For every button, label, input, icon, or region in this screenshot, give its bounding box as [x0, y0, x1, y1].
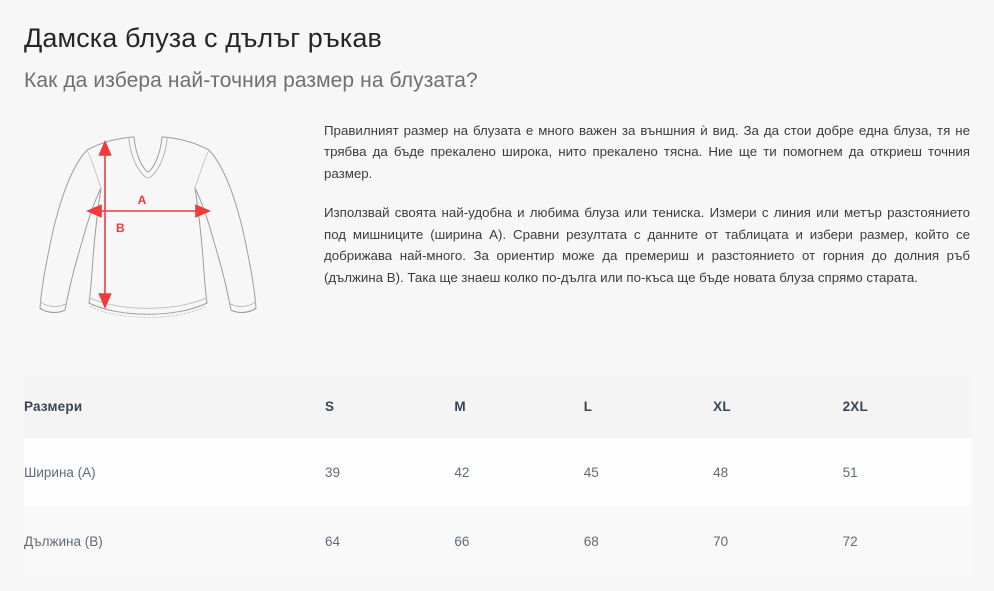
heading-block: Дамска блуза с дълъг ръкав Как да избера… [0, 0, 994, 94]
table-header-label: Размери [24, 399, 83, 414]
measure-b-label: B [116, 221, 125, 235]
intro-section: A B Правилният размер на блузата е много… [0, 94, 994, 337]
table-header-size-xl: XL [713, 399, 731, 414]
cell-length-l: 68 [583, 534, 599, 549]
table-header-row: Размери S M L XL 2XL [24, 375, 972, 438]
cell-length-2xl: 72 [842, 534, 858, 549]
table-header-size-l: L [583, 399, 593, 414]
illustration-wrap: A B [24, 116, 324, 337]
table-header-size-2xl: 2XL [842, 399, 868, 414]
size-table-wrap: Размери S M L XL 2XL Ширина (A) 39 42 45… [24, 375, 972, 576]
intro-paragraph-1: Правилният размер на блузата е много важ… [324, 122, 970, 181]
cell-length-xl: 70 [713, 534, 729, 549]
cell-width-s: 39 [324, 465, 340, 480]
table-header-size-s: S [324, 399, 335, 414]
intro-paragraph-2: Използвай своята най-удобна и любима блу… [324, 205, 970, 285]
row-label-length: Дължина (B) [24, 534, 103, 549]
cell-width-l: 45 [583, 465, 599, 480]
measure-arrow-b [98, 139, 112, 309]
table-row: Дължина (B) 64 66 68 70 72 [24, 507, 972, 576]
blouse-diagram-icon: A B [39, 136, 257, 318]
cell-width-m: 42 [454, 465, 470, 480]
measure-a-label: A [138, 193, 147, 207]
intro-copy: Правилният размер на блузата е много важ… [324, 116, 970, 289]
page-title: Дамска блуза с дълъг ръкав [24, 23, 382, 53]
page-subtitle: Как да избера най-точния размер на блуза… [24, 69, 478, 93]
table-row: Ширина (A) 39 42 45 48 51 [24, 438, 972, 507]
size-table: Размери S M L XL 2XL Ширина (A) 39 42 45… [24, 375, 972, 576]
cell-width-xl: 48 [713, 465, 729, 480]
row-label-width: Ширина (A) [24, 465, 96, 480]
table-header-size-m: M [454, 399, 466, 414]
cell-length-s: 64 [324, 534, 340, 549]
measure-arrow-a [85, 203, 212, 218]
cell-length-m: 66 [454, 534, 470, 549]
cell-width-2xl: 51 [842, 465, 858, 480]
